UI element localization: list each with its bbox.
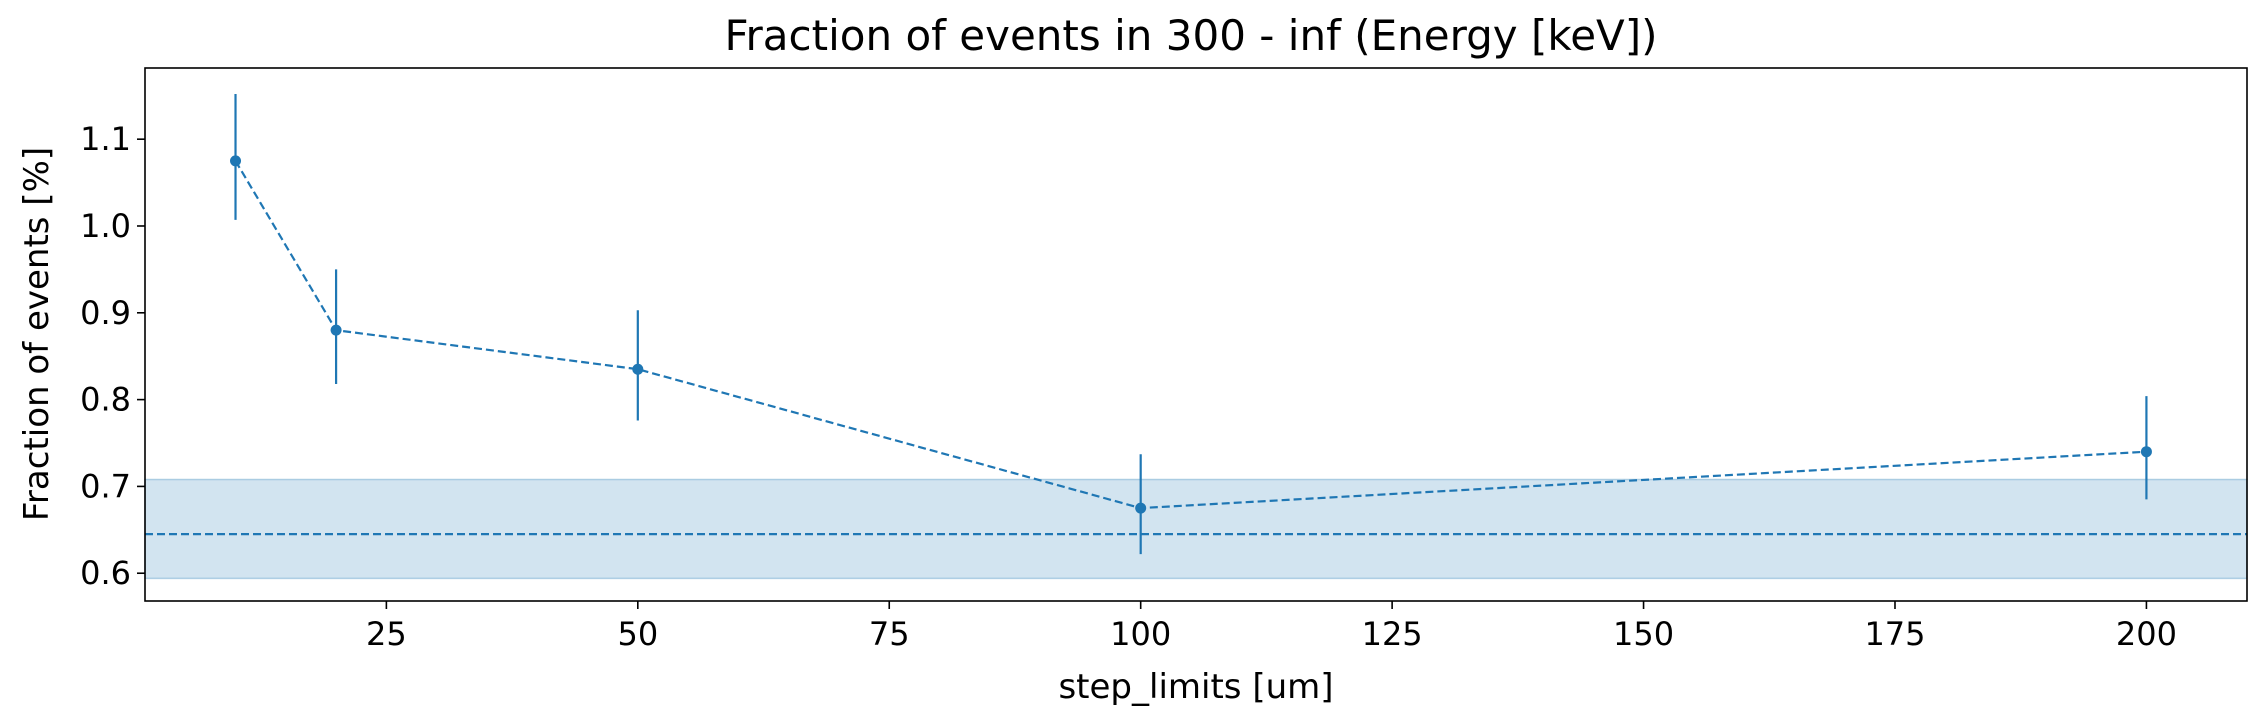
reference-band — [144, 478, 2248, 580]
y-tick-label: 0.9 — [80, 294, 131, 332]
chart-title: Fraction of events in 300 - inf (Energy … — [724, 11, 1657, 60]
plot-frame — [144, 67, 2248, 602]
x-tick-label: 100 — [1110, 615, 1171, 653]
y-axis-label: Fraction of events [%] — [17, 147, 57, 521]
x-axis-label: step_limits [um] — [1058, 667, 1333, 707]
x-axis: 25 50 75 100 125 150 175 200 — [366, 601, 2177, 653]
y-tick-label: 0.7 — [80, 467, 131, 505]
data-point — [330, 324, 342, 336]
plot-area — [144, 94, 2248, 580]
data-point — [1135, 502, 1147, 514]
data-point — [230, 155, 242, 167]
y-axis: 0.6 0.7 0.8 0.9 1.0 1.1 — [80, 120, 145, 592]
data-point — [632, 363, 644, 375]
series-line — [234, 160, 2147, 510]
x-tick-label: 150 — [1613, 615, 1674, 653]
y-tick-label: 1.1 — [80, 120, 131, 158]
x-tick-label: 75 — [869, 615, 910, 653]
data-point — [2140, 446, 2152, 458]
x-tick-label: 25 — [366, 615, 407, 653]
y-tick-label: 0.6 — [80, 554, 131, 592]
x-tick-label: 50 — [617, 615, 658, 653]
x-tick-label: 175 — [1864, 615, 1925, 653]
y-tick-label: 1.0 — [80, 207, 131, 245]
x-tick-label: 200 — [2116, 615, 2177, 653]
x-tick-label: 125 — [1362, 615, 1423, 653]
y-tick-label: 0.8 — [80, 381, 131, 419]
